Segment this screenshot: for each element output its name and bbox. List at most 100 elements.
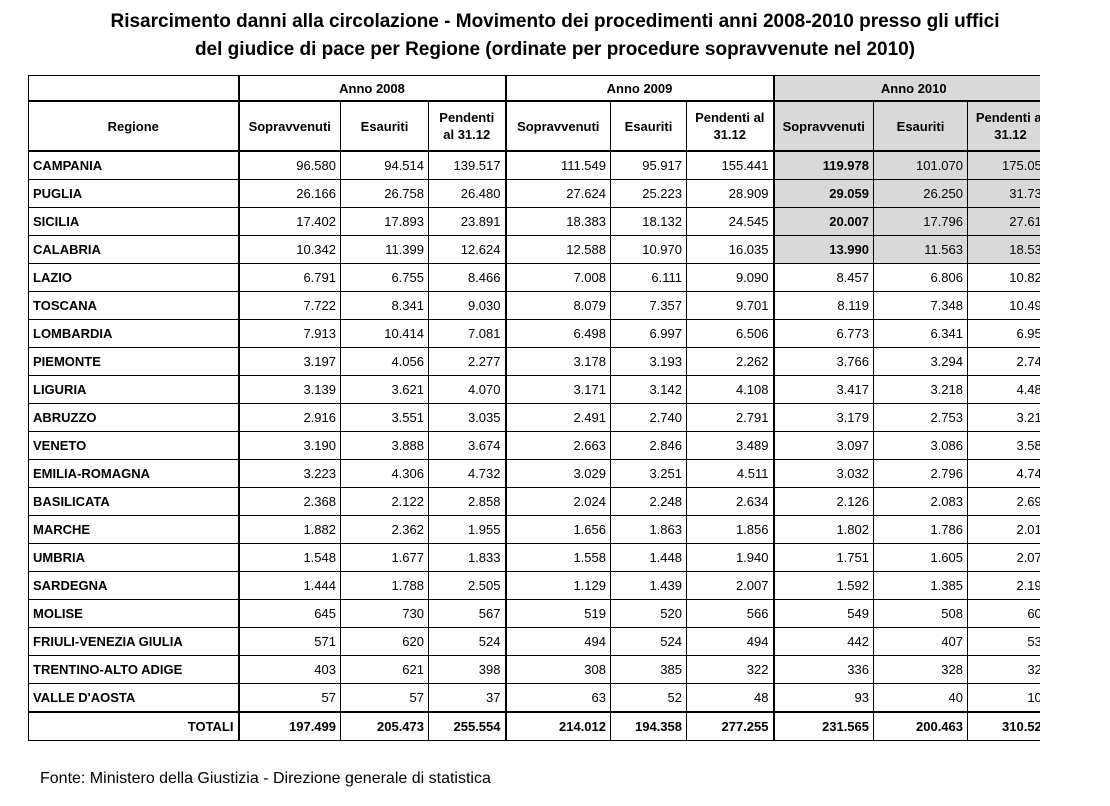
data-row: UMBRIA 1.548 1.677 1.833 1.558 1.448 1.940 1.75… [28, 543, 1040, 572]
value-cell: 566 [686, 599, 775, 628]
value-cell: 1.448 [610, 543, 687, 572]
value-cell: 52 [610, 683, 687, 713]
value-cell: 17.796 [873, 207, 968, 236]
value-cell: 13.990 [773, 235, 874, 264]
value-cell: 1.656 [505, 515, 611, 544]
value-cell: 2.791 [686, 403, 775, 432]
column-header: Sopravvenuti [238, 100, 341, 152]
value-cell: 25.223 [610, 179, 687, 208]
totals-cell: 197.499 [238, 711, 341, 741]
region-cell: LIGURIA [28, 375, 240, 404]
value-cell: 63 [505, 683, 611, 713]
value-cell: 10.822 [966, 263, 1040, 292]
value-cell: 2.846 [610, 431, 687, 460]
value-cell: 10.970 [610, 235, 687, 264]
value-cell: 10.493 [966, 291, 1040, 320]
value-cell: 3.551 [340, 403, 429, 432]
value-cell: 8.119 [773, 291, 874, 320]
value-cell: 3.766 [773, 347, 874, 376]
value-cell: 24.545 [686, 207, 775, 236]
value-cell: 1.955 [428, 515, 507, 544]
value-cell: 3.218 [873, 375, 968, 404]
value-cell: 8.457 [773, 263, 874, 292]
value-cell: 1.863 [610, 515, 687, 544]
value-cell: 1.129 [505, 571, 611, 600]
value-cell: 2.796 [873, 459, 968, 488]
data-row: TOSCANA 7.722 8.341 9.030 8.079 7.357 9.701 8.1… [28, 291, 1040, 320]
value-cell: 10.342 [238, 235, 341, 264]
data-row: EMILIA-ROMAGNA 3.223 4.306 4.732 3.029 3.251 4… [28, 459, 1040, 488]
value-cell: 520 [610, 599, 687, 628]
value-cell: 155.441 [686, 150, 775, 180]
value-cell: 3.216 [966, 403, 1040, 432]
value-cell: 16.035 [686, 235, 775, 264]
value-cell: 2.368 [238, 487, 341, 516]
value-cell: 1.558 [505, 543, 611, 572]
value-cell: 28.909 [686, 179, 775, 208]
value-cell: 6.111 [610, 263, 687, 292]
value-cell: 1.605 [873, 543, 968, 572]
value-cell: 3.139 [238, 375, 341, 404]
data-row: BASILICATA 2.368 2.122 2.858 2.024 2.248 2.634… [28, 487, 1040, 516]
value-cell: 27.624 [505, 179, 611, 208]
region-cell: SICILIA [28, 207, 240, 236]
data-row: VALLE D'AOSTA5757376352489340101 [28, 683, 1040, 713]
data-row: LAZIO 6.791 6.755 8.466 7.008 6.111 9.090 8.457… [28, 263, 1040, 292]
value-cell: 2.083 [873, 487, 968, 516]
value-cell: 327 [966, 655, 1040, 684]
value-cell: 2.075 [966, 543, 1040, 572]
value-cell: 4.108 [686, 375, 775, 404]
value-cell: 11.563 [873, 235, 968, 264]
value-cell: 3.197 [238, 347, 341, 376]
value-cell: 524 [610, 627, 687, 656]
region-cell: MOLISE [28, 599, 240, 628]
value-cell: 1.856 [686, 515, 775, 544]
region-cell: VALLE D'AOSTA [28, 683, 240, 713]
value-cell: 1.548 [238, 543, 341, 572]
value-cell: 2.740 [610, 403, 687, 432]
value-cell: 3.097 [773, 431, 874, 460]
value-cell: 3.171 [505, 375, 611, 404]
value-cell: 27.618 [966, 207, 1040, 236]
value-cell: 2.505 [428, 571, 507, 600]
value-cell: 3.193 [610, 347, 687, 376]
value-cell: 328 [873, 655, 968, 684]
value-cell: 9.701 [686, 291, 775, 320]
value-cell: 18.383 [505, 207, 611, 236]
totals-row: TOTALI 197.499 205.473 255.554 214.012 194.35… [28, 711, 1040, 741]
value-cell: 1.833 [428, 543, 507, 572]
totals-label: TOTALI [28, 711, 240, 741]
value-cell: 94.514 [340, 150, 429, 180]
group-row: Anno 2008 Anno 2009 Anno 2010 [28, 75, 1040, 102]
value-cell: 3.178 [505, 347, 611, 376]
column-header: Sopravvenuti [505, 100, 611, 152]
value-cell: 6.773 [773, 319, 874, 348]
value-cell: 2.007 [686, 571, 775, 600]
column-header: Esauriti [873, 100, 968, 152]
value-cell: 6.791 [238, 263, 341, 292]
region-cell: PUGLIA [28, 179, 240, 208]
value-cell: 519 [505, 599, 611, 628]
value-cell: 3.489 [686, 431, 775, 460]
data-row: VENETO 3.190 3.888 3.674 2.663 2.846 3.489 3.09… [28, 431, 1040, 460]
value-cell: 175.051 [966, 150, 1040, 180]
value-cell: 2.126 [773, 487, 874, 516]
column-header: Regione [28, 100, 240, 152]
value-cell: 3.032 [773, 459, 874, 488]
value-cell: 139.517 [428, 150, 507, 180]
value-cell: 605 [966, 599, 1040, 628]
group-header: Anno 2009 [505, 75, 775, 102]
title-line: Risarcimento danni alla circolazione - M… [110, 11, 1000, 32]
data-row: SARDEGNA 1.444 1.788 2.505 1.129 1.439 2.007 1.… [28, 571, 1040, 600]
value-cell: 1.385 [873, 571, 968, 600]
value-cell: 7.081 [428, 319, 507, 348]
value-cell: 3.086 [873, 431, 968, 460]
value-cell: 11.399 [340, 235, 429, 264]
value-cell: 532 [966, 627, 1040, 656]
region-cell: LOMBARDIA [28, 319, 240, 348]
value-cell: 1.940 [686, 543, 775, 572]
value-cell: 385 [610, 655, 687, 684]
value-cell: 3.251 [610, 459, 687, 488]
value-cell: 1.444 [238, 571, 341, 600]
data-row: FRIULI-VENEZIA GIULIA 571 620 524 494 524 494 4… [28, 627, 1040, 656]
